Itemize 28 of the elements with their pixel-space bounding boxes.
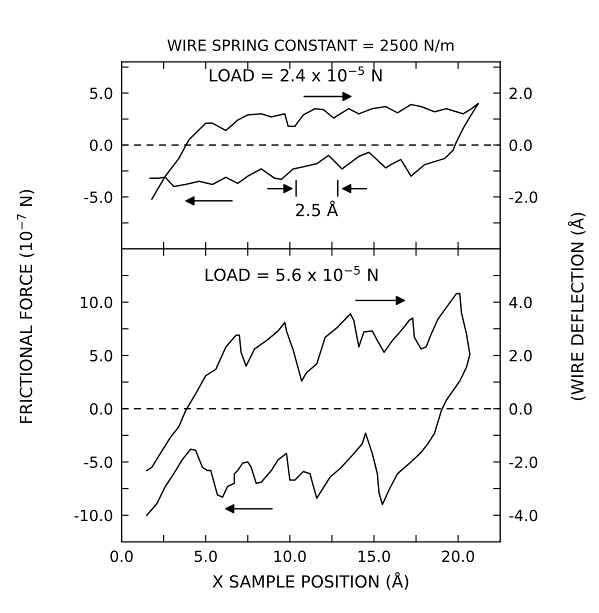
x-tick-label: 10.0 bbox=[274, 550, 306, 562]
x-tick-label: 20.0 bbox=[442, 550, 474, 562]
y2-tick-label: -2.0 bbox=[509, 456, 538, 468]
annotation: 2.5 Å bbox=[296, 200, 338, 216]
x-tick-label: 15.0 bbox=[358, 550, 390, 562]
y-tick-label: -10.0 bbox=[74, 510, 112, 522]
y2-tick-label: 2.0 bbox=[510, 88, 532, 100]
y2-tick-label: 0.0 bbox=[510, 139, 532, 152]
y-tick-label: 10.0 bbox=[80, 296, 112, 308]
annotation: LOAD = 5.6 x 10$^{−5}$ N bbox=[206, 266, 378, 282]
y2-tick-label: 0.0 bbox=[510, 403, 532, 415]
y2-tick-label: -2.0 bbox=[509, 191, 538, 203]
y2-axis-title: (WIRE DEFLECTION (Å) bbox=[568, 212, 586, 400]
y-axis-title: FRICTIONAL FORCE (10$^{−7}$ N) bbox=[17, 190, 34, 423]
x-tick-label: 5.0 bbox=[194, 550, 217, 562]
y-tick-label: -5.0 bbox=[84, 456, 112, 468]
annotation: LOAD = 2.4 x 10$^{−5}$ N bbox=[210, 66, 382, 82]
y2-tick-label: 4.0 bbox=[509, 296, 532, 308]
y-tick-label: 0.0 bbox=[90, 139, 112, 152]
y-tick-label: 5.0 bbox=[90, 88, 112, 100]
chart-title: WIRE SPRING CONSTANT = 2500 N/m bbox=[167, 39, 454, 52]
y-tick-label: 0.0 bbox=[90, 403, 112, 415]
x-tick-label: 0.0 bbox=[110, 550, 133, 562]
y2-tick-label: 2.0 bbox=[510, 350, 532, 362]
y2-tick-label: -4.0 bbox=[509, 510, 538, 522]
y-tick-label: -5.0 bbox=[84, 191, 112, 203]
x-axis-title: X SAMPLE POSITION (Å) bbox=[212, 572, 408, 590]
y-tick-label: 5.0 bbox=[90, 350, 112, 362]
